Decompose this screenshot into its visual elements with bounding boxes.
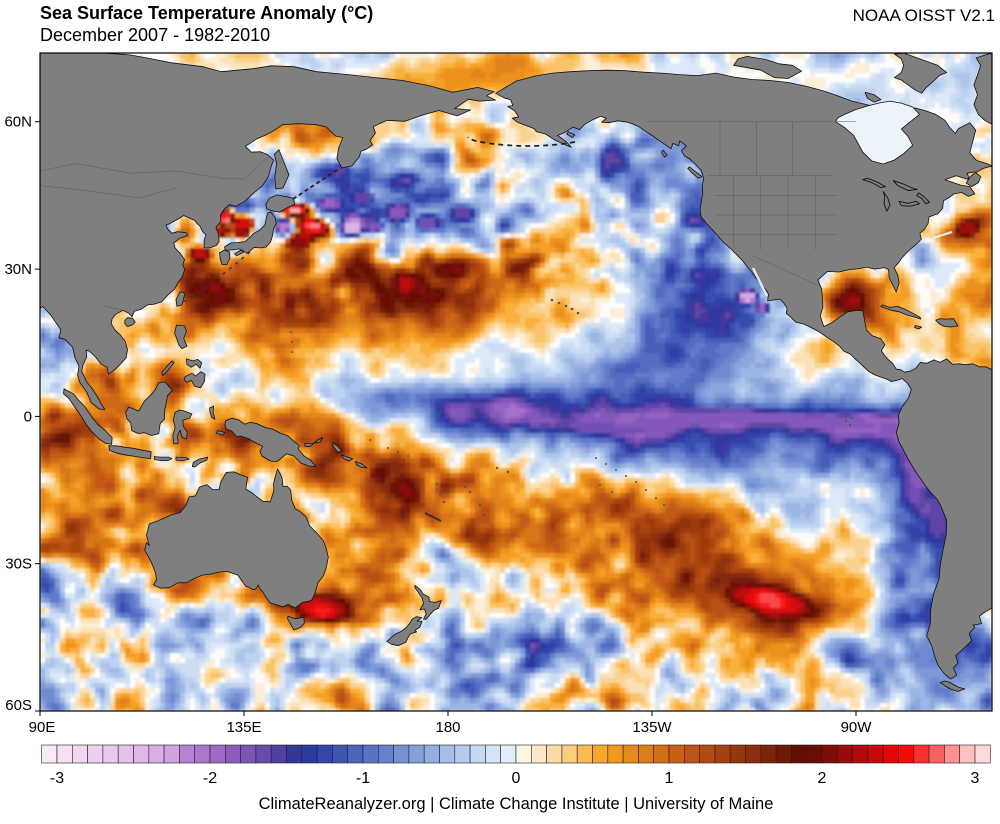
svg-text:90W: 90W [841,719,873,736]
svg-text:1: 1 [665,770,674,787]
svg-text:December 2007 - 1982-2010: December 2007 - 1982-2010 [40,25,270,45]
svg-text:Sea Surface Temperature Anomal: Sea Surface Temperature Anomaly (°C) [40,3,373,23]
svg-text:ClimateReanalyzer.org | Climat: ClimateReanalyzer.org | Climate Change I… [259,795,774,813]
svg-text:3: 3 [971,770,980,787]
svg-text:30S: 30S [5,556,32,573]
svg-text:60N: 60N [4,114,32,131]
svg-text:2: 2 [818,770,827,787]
svg-text:60S: 60S [5,697,32,714]
svg-text:-3: -3 [50,770,64,787]
svg-text:-1: -1 [356,770,370,787]
svg-text:NOAA OISST V2.1: NOAA OISST V2.1 [853,6,995,25]
svg-text:-2: -2 [203,770,217,787]
svg-text:135W: 135W [632,719,672,736]
svg-text:135E: 135E [226,719,261,736]
svg-text:0: 0 [24,408,32,425]
svg-text:30N: 30N [4,261,32,278]
svg-text:90E: 90E [29,719,56,736]
svg-text:0: 0 [512,770,521,787]
svg-text:180: 180 [435,719,460,736]
